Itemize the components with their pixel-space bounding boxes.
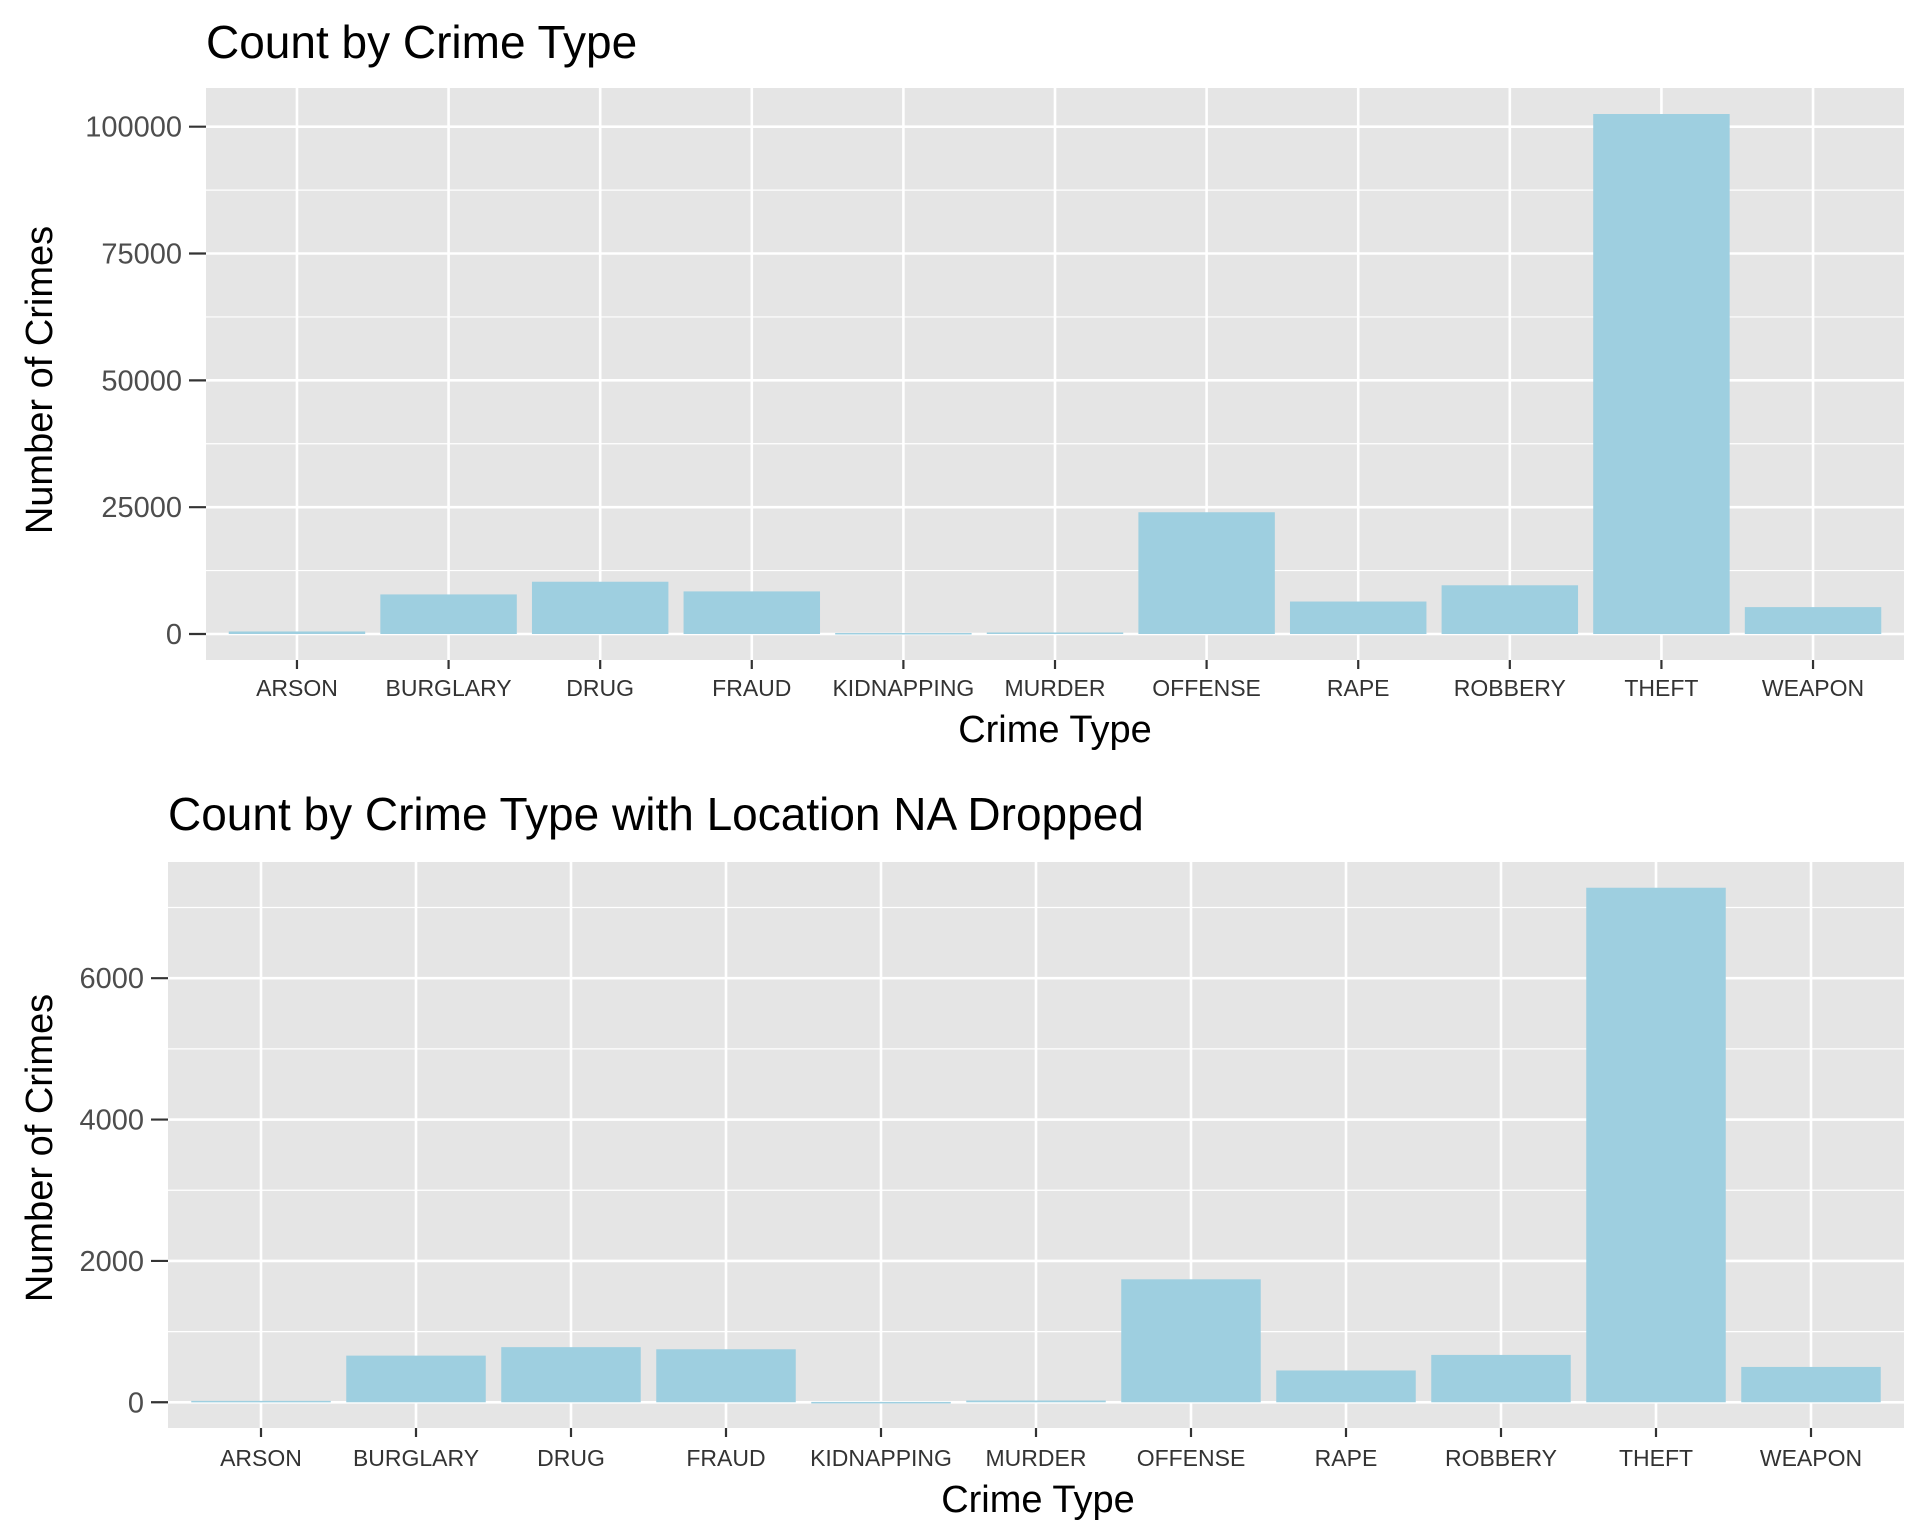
x-tick-label: BURGLARY	[353, 1445, 479, 1471]
chart-title: Count by Crime Type with Location NA Dro…	[168, 788, 1144, 840]
bar-robbery	[1441, 585, 1579, 634]
y-tick-label: 25000	[101, 492, 182, 524]
bar-fraud	[683, 591, 821, 634]
bar-arson	[191, 1400, 331, 1403]
y-tick-label: 75000	[101, 239, 182, 271]
bar-theft	[1586, 887, 1726, 1403]
x-tick-label: WEAPON	[1762, 675, 1864, 701]
x-tick-label: FRAUD	[712, 675, 791, 701]
bar-kidnapping	[835, 632, 972, 635]
bar-drug	[531, 581, 669, 634]
x-tick-label: DRUG	[537, 1445, 605, 1471]
x-tick-label: MURDER	[986, 1445, 1087, 1471]
y-tick-label: 0	[166, 619, 182, 651]
x-tick-label: ARSON	[256, 675, 338, 701]
bar-rape	[1289, 601, 1427, 634]
bar-burglary	[380, 594, 517, 634]
x-tick-label: KIDNAPPING	[810, 1445, 952, 1471]
x-tick-label: KIDNAPPING	[832, 675, 974, 701]
bar-burglary	[346, 1355, 486, 1403]
x-tick-label: ROBBERY	[1454, 675, 1566, 701]
y-tick-label: 0	[128, 1387, 144, 1419]
y-tick-label: 4000	[79, 1105, 144, 1137]
bar-kidnapping	[811, 1401, 951, 1404]
bar-offense	[1138, 512, 1275, 634]
x-tick-label: THEFT	[1624, 675, 1698, 701]
x-tick-label: RAPE	[1315, 1445, 1378, 1471]
x-tick-label: BURGLARY	[386, 675, 512, 701]
y-tick-label: 100000	[85, 112, 182, 144]
x-tick-label: FRAUD	[686, 1445, 765, 1471]
x-axis-title: Crime Type	[958, 709, 1152, 751]
x-tick-label: ROBBERY	[1445, 1445, 1557, 1471]
bar-murder	[966, 1400, 1106, 1403]
bar-drug	[501, 1347, 641, 1403]
chart-bottom: Count by Crime Type with Location NA Dro…	[19, 788, 1904, 1521]
bar-theft	[1593, 114, 1730, 634]
x-tick-label: OFFENSE	[1152, 675, 1261, 701]
bar-offense	[1121, 1279, 1261, 1403]
x-tick-label: DRUG	[566, 675, 634, 701]
plot-area: 0 25000 50000 75000 100000 ARSON BURGLARY DRUG F…	[85, 88, 1904, 701]
y-axis-title: Number of Crimes	[19, 226, 61, 534]
x-tick-label: WEAPON	[1760, 1445, 1862, 1471]
bar-rape	[1276, 1370, 1416, 1403]
y-tick-label: 2000	[79, 1246, 144, 1278]
x-tick-label: RAPE	[1327, 675, 1390, 701]
bar-fraud	[656, 1349, 796, 1403]
bar-weapon	[1741, 1366, 1881, 1403]
x-tick-label: OFFENSE	[1137, 1445, 1246, 1471]
x-axis-title: Crime Type	[941, 1479, 1135, 1521]
chart-title: Count by Crime Type	[206, 16, 637, 68]
x-tick-label: ARSON	[220, 1445, 302, 1471]
bar-robbery	[1431, 1354, 1571, 1403]
plot-area: 0 2000 4000 6000 ARSON BURGLARY DRUG FRAUD KIDNA…	[79, 862, 1904, 1471]
x-tick-label: MURDER	[1005, 675, 1106, 701]
y-axis-title: Number of Crimes	[19, 994, 61, 1302]
chart-top: Count by Crime Type 0 25000 50000 75000 1000…	[19, 16, 1904, 751]
bar-murder	[986, 632, 1124, 634]
y-tick-label: 50000	[101, 365, 182, 397]
bar-weapon	[1744, 607, 1882, 634]
bar-arson	[228, 631, 366, 634]
x-tick-label: THEFT	[1619, 1445, 1693, 1471]
y-tick-label: 6000	[79, 963, 144, 995]
